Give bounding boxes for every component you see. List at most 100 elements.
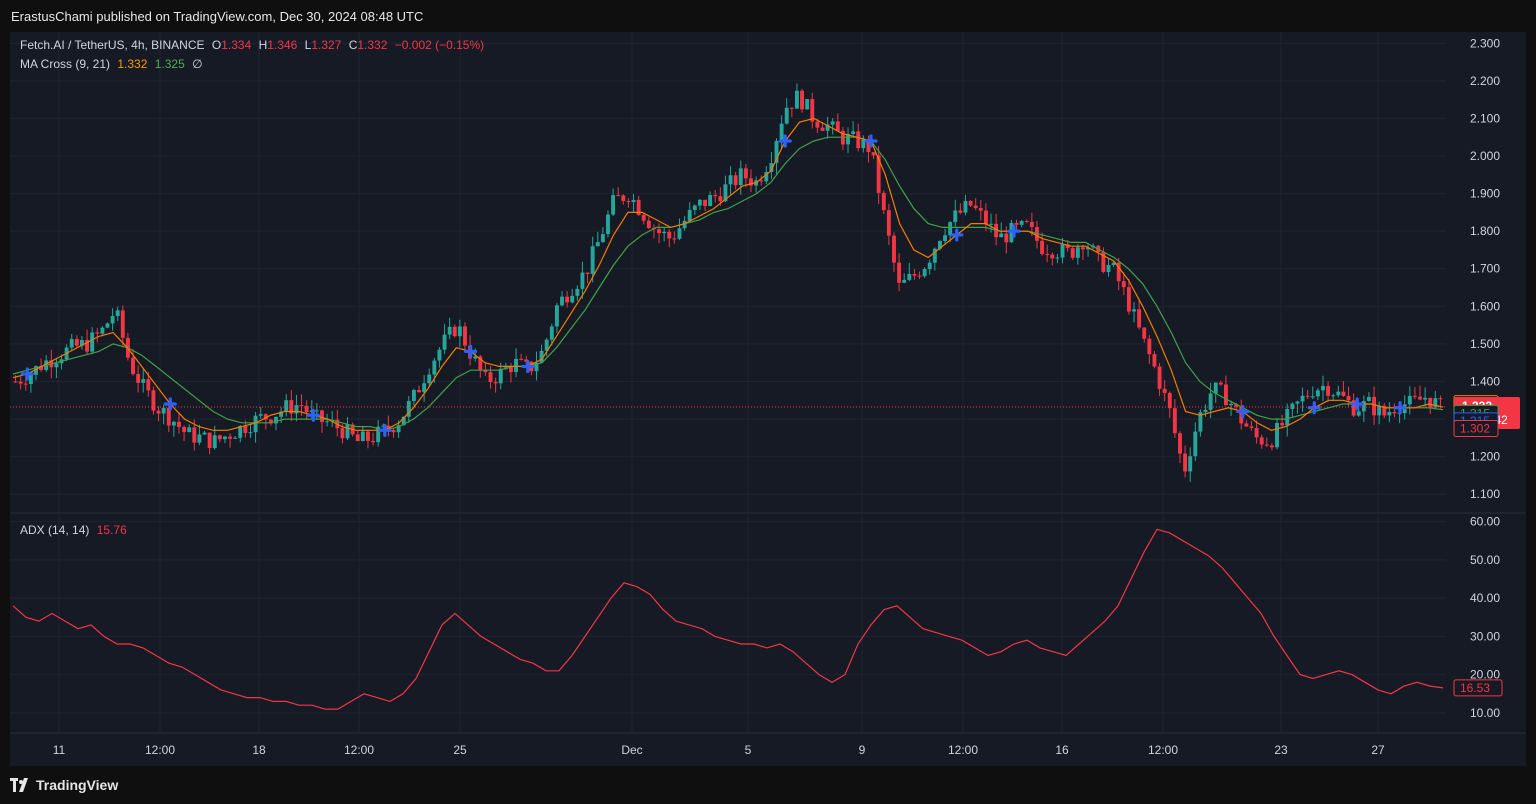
y-tick-label: 1.600 bbox=[1470, 299, 1500, 313]
candle-body bbox=[958, 210, 963, 213]
price-chart-svg[interactable]: 11 12:00 18 12:00 25 Dec 5 9 12:00 16 12:00 23 27 2.3… bbox=[10, 32, 1526, 766]
candle-body bbox=[621, 195, 626, 201]
candle-body bbox=[600, 234, 605, 243]
ma-cross-marker bbox=[864, 134, 878, 148]
candle-body bbox=[1193, 431, 1198, 457]
candle-body bbox=[207, 432, 212, 449]
candle-body bbox=[973, 205, 978, 209]
y-tick-label: 1.100 bbox=[1470, 487, 1500, 501]
candle-body bbox=[1418, 396, 1422, 400]
candle-body bbox=[136, 374, 141, 383]
candle-body bbox=[1275, 422, 1279, 448]
candle-body bbox=[789, 107, 794, 109]
candle-body bbox=[1101, 252, 1106, 272]
candle-body bbox=[1172, 408, 1177, 434]
candle-body bbox=[268, 419, 273, 424]
adx-tick-label: 10.00 bbox=[1470, 706, 1500, 720]
candle-body bbox=[299, 405, 304, 407]
chart-area[interactable]: 11 12:00 18 12:00 25 Dec 5 9 12:00 16 12:00 23 27 2.3… bbox=[10, 32, 1526, 766]
candle-body bbox=[943, 235, 948, 242]
y-tick-label: 1.700 bbox=[1470, 262, 1500, 276]
close-label: C bbox=[348, 38, 358, 52]
ma-fast-value: 1.332 bbox=[117, 57, 148, 71]
candle-body bbox=[1157, 366, 1162, 389]
candle-body bbox=[258, 414, 263, 416]
candle-body bbox=[79, 340, 84, 346]
candle-body bbox=[794, 90, 799, 109]
candle-body bbox=[810, 99, 815, 122]
tradingview-logo[interactable]: TradingView bbox=[10, 777, 118, 793]
candle-body bbox=[360, 431, 365, 442]
candle-body bbox=[187, 427, 192, 433]
candle-body bbox=[1428, 397, 1433, 408]
x-tick-label: 18 bbox=[252, 743, 266, 757]
candle-body bbox=[391, 430, 396, 433]
candle-body bbox=[1045, 253, 1050, 255]
low-value: 1.327 bbox=[311, 38, 342, 52]
candle-body bbox=[1152, 354, 1157, 367]
candle-body bbox=[1361, 400, 1366, 412]
candle-body bbox=[28, 374, 33, 385]
candle-body bbox=[34, 366, 38, 375]
ma-cross-marker bbox=[20, 367, 34, 381]
y-tick-label: 2.000 bbox=[1470, 149, 1500, 163]
ma-cross-marker bbox=[306, 408, 320, 422]
candle-body bbox=[85, 340, 90, 352]
candle-body bbox=[759, 180, 764, 182]
candle-body bbox=[917, 275, 922, 277]
candle-body bbox=[606, 214, 610, 235]
candle-body bbox=[74, 338, 79, 346]
candle-body bbox=[764, 171, 769, 182]
high-label: H bbox=[258, 38, 268, 52]
candle-body bbox=[519, 358, 524, 360]
candle-body bbox=[779, 123, 784, 141]
candle-body bbox=[488, 372, 493, 383]
candle-body bbox=[1116, 262, 1121, 282]
candle-body bbox=[371, 440, 376, 443]
candle-body bbox=[575, 288, 580, 296]
candle-body bbox=[90, 332, 95, 352]
publisher-info: ErastusChami published on TradingView.co… bbox=[11, 9, 424, 24]
x-tick-label: 9 bbox=[859, 743, 866, 757]
candle-body bbox=[856, 131, 861, 149]
candle-body bbox=[1351, 400, 1356, 416]
candle-body bbox=[417, 389, 421, 393]
candle-body bbox=[1280, 422, 1285, 426]
candle-body bbox=[437, 349, 442, 361]
ma-cross-marker bbox=[950, 228, 964, 242]
ma-cross-marker bbox=[521, 359, 535, 374]
candle-body bbox=[100, 327, 105, 334]
candle-body bbox=[1060, 244, 1065, 258]
candle-body bbox=[570, 295, 575, 303]
candle-body bbox=[697, 199, 702, 206]
candle-body bbox=[922, 269, 927, 277]
candle-body bbox=[1336, 391, 1341, 396]
main-legend: Fetch.AI / TetherUS, 4h, BINANCE O1.334 … bbox=[20, 38, 488, 52]
candle-body bbox=[233, 437, 238, 439]
candle-body bbox=[892, 235, 896, 263]
candle-body bbox=[279, 411, 284, 417]
adx-tick-label: 30.00 bbox=[1470, 629, 1500, 643]
candle-body bbox=[554, 305, 559, 327]
candle-body bbox=[1203, 409, 1208, 413]
candle-body bbox=[876, 155, 881, 193]
adx-tick-label: 50.00 bbox=[1470, 553, 1500, 567]
candle-body bbox=[1290, 403, 1295, 409]
candle-body bbox=[141, 379, 146, 383]
candle-body bbox=[289, 400, 294, 414]
candle-body bbox=[682, 220, 687, 229]
candle-body bbox=[54, 363, 59, 368]
candle-body bbox=[713, 195, 718, 197]
candle-body bbox=[483, 369, 488, 373]
adx-tick-label: 60.00 bbox=[1470, 515, 1500, 529]
close-value: 1.332 bbox=[357, 38, 388, 52]
candle-body bbox=[406, 401, 411, 417]
candle-body bbox=[156, 410, 161, 414]
candle-body bbox=[871, 152, 876, 156]
candle-body bbox=[703, 199, 707, 207]
adx-legend: ADX (14, 14) 15.76 bbox=[20, 523, 131, 537]
candle-body bbox=[1438, 398, 1443, 400]
candle-body bbox=[1014, 222, 1019, 225]
candle-body bbox=[1295, 401, 1300, 404]
candle-body bbox=[565, 296, 570, 303]
